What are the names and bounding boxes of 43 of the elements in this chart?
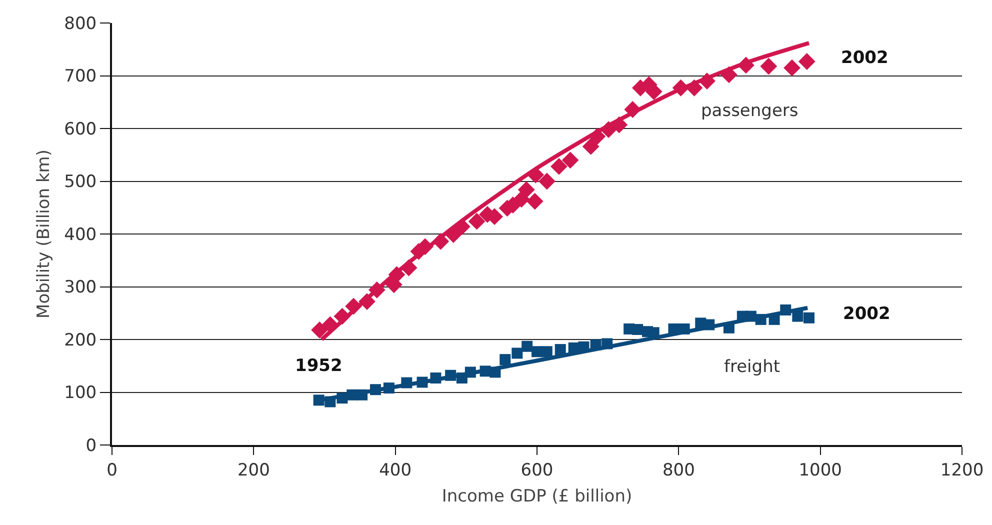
point [512, 348, 523, 359]
annotation: 2002 [841, 48, 888, 68]
y-tick-label: 500 [64, 172, 97, 192]
point [550, 158, 568, 175]
point [760, 58, 778, 75]
y-tick-label: 600 [64, 119, 97, 140]
x-tick-label: 600 [520, 460, 554, 480]
x-tick-label: 1200 [940, 460, 984, 480]
point [541, 346, 552, 358]
point [554, 344, 566, 356]
x-tick-label: 0 [106, 460, 118, 480]
y-tick-label: 800 [64, 14, 97, 34]
point [632, 324, 644, 335]
point [784, 59, 800, 76]
annotation: 1952 [295, 356, 342, 376]
y-axis-title: Mobility (Billion km) [34, 150, 54, 318]
series-label: passengers [701, 101, 798, 121]
point [538, 172, 556, 190]
y-tick-label: 300 [64, 278, 97, 298]
point [582, 138, 600, 155]
point [468, 212, 486, 230]
point [798, 53, 816, 70]
point [518, 181, 535, 198]
x-axis-title: Income GDP (£ billion) [442, 486, 632, 506]
point [804, 312, 814, 324]
point [532, 346, 542, 358]
y-tick-label: 0 [86, 436, 97, 456]
point [792, 310, 804, 322]
point [311, 322, 328, 338]
point [500, 354, 511, 366]
y-tick-label: 100 [64, 383, 97, 404]
point [562, 152, 579, 169]
x-tick-label: 1000 [798, 460, 842, 480]
x-tick-label: 200 [237, 460, 270, 480]
point [526, 192, 544, 210]
annotation: 2002 [843, 304, 890, 324]
x-tick-label: 400 [379, 460, 412, 480]
y-tick-label: 200 [64, 330, 97, 350]
point [522, 340, 533, 352]
y-tick-label: 700 [64, 66, 97, 87]
x-tick-label: 800 [662, 460, 695, 480]
series-label: freight [724, 357, 780, 377]
y-tick-label: 400 [64, 224, 97, 245]
